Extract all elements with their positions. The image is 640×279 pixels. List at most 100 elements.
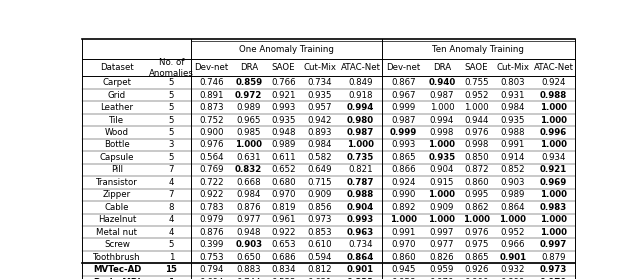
Text: 7: 7	[169, 190, 174, 199]
Text: 0.862: 0.862	[464, 203, 489, 212]
Text: 0.856: 0.856	[307, 203, 332, 212]
Text: 0.940: 0.940	[428, 78, 456, 87]
Text: 0.961: 0.961	[271, 215, 296, 224]
Text: 0.853: 0.853	[307, 228, 332, 237]
Text: 0.904: 0.904	[347, 203, 374, 212]
Text: 0.564: 0.564	[199, 153, 224, 162]
Text: 4: 4	[169, 215, 174, 224]
Text: 0.859: 0.859	[235, 78, 262, 87]
Text: 1: 1	[168, 278, 175, 279]
Text: 0.998: 0.998	[464, 141, 488, 150]
Text: 0.989: 0.989	[271, 141, 296, 150]
Text: 1.000: 1.000	[428, 141, 456, 150]
Text: 0.903: 0.903	[235, 240, 262, 249]
Text: 4: 4	[169, 228, 174, 237]
Text: 0.734: 0.734	[348, 240, 372, 249]
Text: 0.904: 0.904	[429, 165, 454, 174]
Text: 0.987: 0.987	[391, 116, 415, 124]
Text: 0.952: 0.952	[464, 91, 488, 100]
Text: Cut-Mix: Cut-Mix	[303, 63, 336, 72]
Text: One Anomaly Training: One Anomaly Training	[239, 45, 334, 54]
Text: SAOE: SAOE	[271, 63, 295, 72]
Text: 0.860: 0.860	[464, 178, 489, 187]
Text: Dev-net: Dev-net	[195, 63, 228, 72]
Text: 0.931: 0.931	[500, 91, 525, 100]
Text: 5: 5	[169, 78, 174, 87]
Text: 0.959: 0.959	[429, 265, 454, 274]
Text: 1.000: 1.000	[347, 141, 374, 150]
Text: 0.532: 0.532	[271, 278, 296, 279]
Text: 0.989: 0.989	[237, 103, 261, 112]
Text: 0.879: 0.879	[541, 252, 566, 262]
Text: Hazelnut: Hazelnut	[98, 215, 136, 224]
Text: 0.984: 0.984	[308, 141, 332, 150]
Text: 0.872: 0.872	[464, 165, 489, 174]
Text: 0.990: 0.990	[391, 190, 415, 199]
Text: 0.921: 0.921	[540, 165, 567, 174]
Text: 0.935: 0.935	[428, 153, 456, 162]
Text: 0.993: 0.993	[347, 215, 374, 224]
Text: 0.991: 0.991	[391, 228, 415, 237]
Text: 0.735: 0.735	[347, 153, 374, 162]
Text: 0.852: 0.852	[500, 165, 525, 174]
Text: 1.000: 1.000	[463, 215, 490, 224]
Text: 1.000: 1.000	[499, 215, 527, 224]
Text: ATAC-Net: ATAC-Net	[534, 63, 573, 72]
Text: 5: 5	[169, 103, 174, 112]
Text: No. of
Anomalies: No. of Anomalies	[149, 58, 194, 78]
Text: 1.000: 1.000	[540, 215, 567, 224]
Text: 5: 5	[169, 128, 174, 137]
Text: 0.631: 0.631	[307, 278, 332, 279]
Text: 0.945: 0.945	[391, 265, 415, 274]
Text: Cable: Cable	[105, 203, 129, 212]
Text: 1.000: 1.000	[428, 215, 456, 224]
Text: 0.865: 0.865	[391, 153, 415, 162]
Text: 1.000: 1.000	[428, 190, 456, 199]
Text: 4: 4	[169, 178, 174, 187]
Text: 0.849: 0.849	[348, 78, 372, 87]
Text: MVTec-AD: MVTec-AD	[93, 265, 141, 274]
Text: 0.892: 0.892	[391, 203, 415, 212]
Text: 0.924: 0.924	[391, 178, 415, 187]
Text: 0.873: 0.873	[199, 103, 224, 112]
Text: 0.994: 0.994	[347, 103, 374, 112]
Text: 1.000: 1.000	[464, 103, 489, 112]
Text: 0.987: 0.987	[429, 91, 454, 100]
Text: 0.963: 0.963	[347, 228, 374, 237]
Text: 0.891: 0.891	[199, 91, 224, 100]
Text: 0.985: 0.985	[236, 128, 261, 137]
Text: 0.915: 0.915	[429, 178, 454, 187]
Text: 15: 15	[166, 265, 177, 274]
Text: 0.984: 0.984	[236, 190, 261, 199]
Text: 0.967: 0.967	[391, 91, 415, 100]
Text: 0.976: 0.976	[464, 128, 488, 137]
Text: 8: 8	[169, 203, 174, 212]
Text: 3: 3	[169, 141, 174, 150]
Text: 0.860: 0.860	[391, 252, 415, 262]
Text: Dev-net: Dev-net	[386, 63, 420, 72]
Text: 0.997: 0.997	[540, 240, 567, 249]
Text: 0.944: 0.944	[464, 116, 488, 124]
Text: 0.993: 0.993	[391, 141, 415, 150]
Text: 1.000: 1.000	[540, 228, 567, 237]
Text: 0.746: 0.746	[199, 78, 224, 87]
Text: ATAC-Net: ATAC-Net	[340, 63, 380, 72]
Text: 0.901: 0.901	[499, 252, 527, 262]
Text: 0.901: 0.901	[347, 265, 374, 274]
Text: 1.000: 1.000	[390, 215, 417, 224]
Text: 1.000: 1.000	[236, 141, 262, 150]
Text: 0.918: 0.918	[348, 91, 372, 100]
Text: 0.794: 0.794	[199, 265, 224, 274]
Text: 0.970: 0.970	[429, 278, 454, 279]
Text: 0.883: 0.883	[236, 265, 261, 274]
Text: Screw: Screw	[104, 240, 130, 249]
Text: Carpet: Carpet	[102, 78, 131, 87]
Text: 5: 5	[169, 240, 174, 249]
Text: 0.966: 0.966	[500, 240, 525, 249]
Text: 0.803: 0.803	[500, 78, 525, 87]
Text: 0.935: 0.935	[271, 116, 296, 124]
Text: Ten Anomaly Training: Ten Anomaly Training	[433, 45, 524, 54]
Text: 0.594: 0.594	[308, 252, 332, 262]
Text: 0.980: 0.980	[347, 116, 374, 124]
Text: 0.924: 0.924	[541, 78, 566, 87]
